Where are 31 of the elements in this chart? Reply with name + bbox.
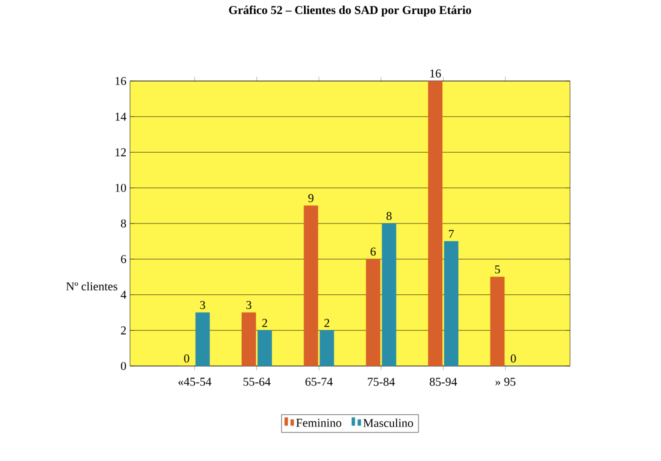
y-tick-label: 6 [121, 255, 126, 264]
y-tick-label: 14 [116, 112, 126, 121]
data-label: 3 [200, 301, 206, 310]
data-label: 16 [430, 69, 441, 78]
legend-label: Feminino [296, 418, 342, 427]
data-label: 9 [308, 194, 314, 202]
x-tick-label: 65-74 [306, 378, 333, 386]
x-tick-label: » 95 [495, 378, 516, 386]
y-tick-label: 10 [116, 184, 126, 192]
y-tick-label: 2 [121, 326, 126, 334]
data-label: 2 [262, 318, 268, 327]
data-label: 2 [324, 318, 330, 327]
y-tick-label: 12 [116, 148, 126, 156]
y-tick-label: 8 [120, 219, 126, 228]
data-label: 7 [448, 230, 454, 238]
x-tick-label: 75-84 [368, 378, 395, 386]
y-tick-label: 4 [120, 290, 126, 299]
legend-label: Masculino [363, 418, 414, 428]
y-tick-label: 0 [120, 362, 126, 370]
y-axis-title: Nº clientes [66, 282, 118, 290]
y-tick-label: 16 [116, 76, 126, 86]
data-label: 8 [386, 212, 392, 220]
chart-title: Gráfico 52 – Clientes do SAD por Grupo Etário [229, 6, 472, 16]
data-label: 0 [184, 354, 190, 362]
data-label: 6 [370, 248, 376, 256]
data-label: 0 [510, 354, 516, 362]
data-label: 5 [495, 265, 500, 274]
x-tick-label: 55-64 [244, 378, 271, 386]
x-tick-label: «45-54 [178, 378, 212, 386]
data-label: 3 [246, 301, 252, 310]
x-tick-label: 85-94 [430, 378, 457, 386]
